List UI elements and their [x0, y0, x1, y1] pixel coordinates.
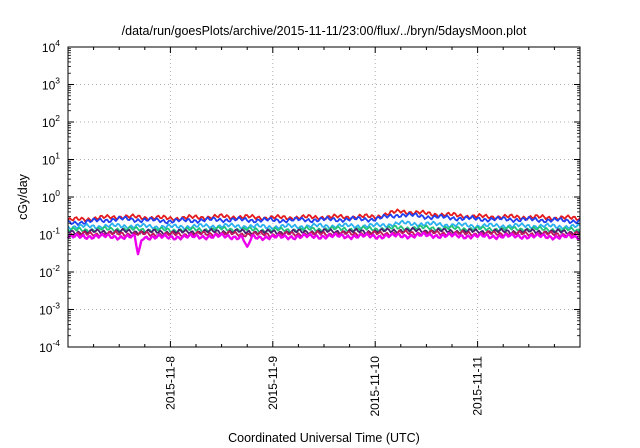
- y-tick-label: 10-2: [39, 263, 60, 280]
- chart-title: /data/run/goesPlots/archive/2015-11-11/2…: [122, 24, 527, 38]
- x-tick-label: 2015-11-10: [368, 356, 382, 417]
- y-tick-label: 102: [42, 113, 60, 130]
- x-axis-title: Coordinated Universal Time (UTC): [228, 431, 420, 445]
- y-tick-label: 10-3: [39, 301, 60, 318]
- x-tick-label: 2015-11-9: [266, 356, 280, 410]
- series-line: [67, 211, 581, 226]
- y-tick-label: 103: [42, 76, 60, 93]
- series-line: [67, 229, 581, 238]
- series-lines: [66, 208, 581, 256]
- y-tick-label: 101: [42, 151, 60, 168]
- axis-ticks: [67, 46, 581, 348]
- y-tick-label: 100: [42, 188, 60, 205]
- y-tick-label: 104: [42, 38, 60, 55]
- series-line: [67, 219, 581, 231]
- y-tick-label: 10-4: [39, 338, 60, 355]
- y-tick-labels: 10-4 10-3 10-2 10-1 100 101 102 103 104: [39, 38, 60, 355]
- series-line: [66, 231, 581, 256]
- grid-lines: [68, 47, 580, 347]
- y-tick-label: 10-1: [39, 226, 60, 243]
- x-tick-labels: 2015-11-8 2015-11-9 2015-11-10 2015-11-11: [163, 356, 484, 417]
- x-tick-label: 2015-11-11: [471, 356, 485, 416]
- x-tick-label: 2015-11-8: [163, 356, 177, 410]
- series-line: [67, 226, 581, 236]
- y-axis-title: cGy/day: [16, 173, 30, 220]
